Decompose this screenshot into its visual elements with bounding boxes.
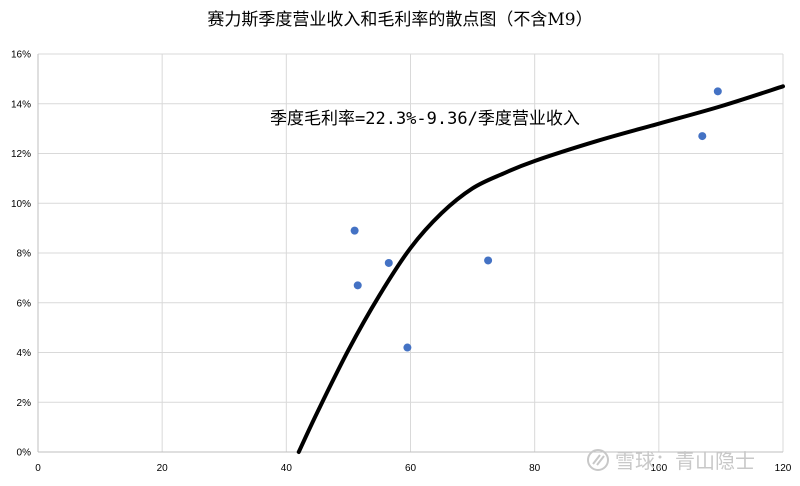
gridlines (38, 53, 784, 452)
x-axis-tick-labels: 0 20 40 60 80 100 120 (35, 463, 792, 474)
trendline-formula-label: 季度毛利率=22.3%-9.36/季度营业收入 (270, 109, 580, 129)
y-tick-label: 12% (11, 149, 31, 160)
x-tick-label: 40 (281, 463, 293, 474)
watermark: 雪球：青山隐士 (587, 449, 755, 473)
x-tick-label: 80 (529, 463, 541, 474)
data-point (350, 226, 359, 235)
y-tick-label: 4% (17, 348, 32, 359)
x-tick-label: 20 (157, 463, 169, 474)
x-tick-label: 0 (35, 463, 41, 474)
axes (37, 54, 783, 453)
data-points (350, 87, 722, 352)
watermark-text: 雪球：青山隐士 (615, 449, 755, 473)
y-tick-label: 6% (17, 298, 32, 309)
x-tick-label: 120 (775, 463, 792, 474)
data-point (403, 343, 412, 352)
trendline-curve (296, 84, 785, 454)
data-point (384, 258, 393, 267)
y-tick-label: 8% (17, 249, 32, 260)
chart-title: 赛力斯季度营业收入和毛利率的散点图（不含M9） (207, 9, 592, 30)
y-tick-label: 16% (11, 50, 31, 61)
y-tick-label: 2% (17, 398, 32, 409)
trendline-layer (296, 84, 785, 454)
y-tick-label: 0% (17, 448, 32, 459)
y-axis-tick-labels: 0% 2% 4% 6% 8% 10% 12% 14% 16% (11, 50, 31, 459)
data-point (713, 87, 722, 96)
data-point (353, 281, 362, 290)
x-tick-label: 100 (650, 463, 667, 474)
data-point (698, 132, 707, 141)
y-tick-label: 10% (11, 199, 31, 210)
data-point (484, 256, 493, 265)
x-tick-label: 60 (405, 463, 417, 474)
y-tick-label: 14% (11, 99, 31, 110)
snowball-logo-icon (587, 449, 609, 471)
